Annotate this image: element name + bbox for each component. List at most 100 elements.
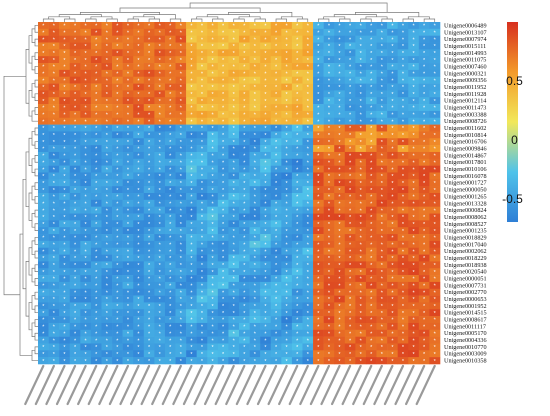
significance-marker: * bbox=[286, 147, 289, 153]
significance-marker: * bbox=[233, 119, 236, 125]
significance-marker: * bbox=[148, 147, 151, 153]
heatmap-cell bbox=[313, 131, 324, 139]
heatmap-cell bbox=[418, 35, 430, 43]
heatmap-cell bbox=[344, 172, 356, 180]
significance-marker: * bbox=[42, 85, 45, 91]
significance-marker: * bbox=[264, 30, 267, 36]
column-dendrogram bbox=[42, 2, 436, 22]
heatmap-cell bbox=[418, 117, 430, 125]
column-label bbox=[341, 364, 362, 406]
heatmap-cell bbox=[281, 172, 293, 180]
column-label bbox=[204, 364, 225, 406]
significance-marker: * bbox=[42, 188, 45, 194]
heatmap-cell bbox=[418, 138, 430, 146]
heatmap-cell bbox=[376, 220, 388, 228]
significance-marker: * bbox=[254, 58, 257, 64]
significance-marker: * bbox=[328, 37, 331, 43]
heatmap-cell bbox=[69, 165, 81, 173]
significance-marker: * bbox=[211, 92, 214, 98]
significance-marker: * bbox=[190, 65, 193, 71]
heatmap-cell bbox=[313, 110, 324, 119]
column-label bbox=[119, 364, 140, 406]
dendrogram-branch bbox=[3, 75, 26, 296]
significance-marker: * bbox=[360, 99, 363, 105]
heatmap-cell bbox=[418, 186, 430, 194]
heatmap-cell bbox=[154, 172, 166, 180]
significance-marker: * bbox=[85, 133, 88, 139]
significance-marker: * bbox=[296, 85, 299, 91]
heatmap-cell bbox=[101, 35, 113, 43]
heatmap-cell bbox=[418, 213, 430, 221]
heatmap-cell bbox=[112, 69, 123, 78]
significance-marker: * bbox=[233, 154, 236, 160]
significance-marker: * bbox=[74, 85, 77, 91]
heatmap-cell bbox=[196, 28, 208, 36]
significance-marker: * bbox=[211, 188, 214, 194]
heatmap-cell bbox=[291, 76, 303, 84]
heatmap-cell bbox=[397, 179, 409, 187]
dendrogram-branch bbox=[296, 18, 309, 22]
significance-marker: * bbox=[106, 126, 109, 132]
heatmap-cell bbox=[239, 97, 250, 105]
significance-marker: * bbox=[180, 229, 183, 235]
significance-marker: * bbox=[370, 85, 373, 91]
heatmap-cell bbox=[175, 117, 187, 125]
heatmap-cell bbox=[80, 56, 92, 64]
heatmap-cell bbox=[249, 131, 261, 139]
significance-marker: * bbox=[42, 37, 45, 43]
significance-marker: * bbox=[63, 215, 66, 221]
heatmap-cell bbox=[207, 63, 219, 71]
heatmap-cell bbox=[207, 56, 219, 64]
significance-marker: * bbox=[137, 215, 140, 221]
heatmap-cell bbox=[313, 172, 324, 180]
significance-marker: * bbox=[286, 181, 289, 187]
heatmap-cell bbox=[270, 22, 282, 30]
heatmap-cell bbox=[38, 117, 49, 125]
significance-marker: * bbox=[254, 222, 257, 228]
heatmap-cell bbox=[302, 234, 314, 242]
heatmap-cell bbox=[249, 49, 261, 57]
significance-marker: * bbox=[74, 208, 77, 214]
significance-marker: * bbox=[180, 119, 183, 125]
significance-marker: * bbox=[275, 195, 278, 201]
significance-marker: * bbox=[370, 188, 373, 194]
significance-marker: * bbox=[423, 92, 426, 98]
significance-marker: * bbox=[85, 195, 88, 201]
significance-marker: * bbox=[381, 65, 384, 71]
significance-marker: * bbox=[180, 72, 183, 78]
significance-marker: * bbox=[53, 92, 56, 98]
heatmap-cell bbox=[228, 117, 240, 125]
heatmap-cell bbox=[90, 76, 102, 84]
heatmap-cell bbox=[69, 42, 81, 50]
significance-marker: * bbox=[349, 85, 352, 91]
significance-marker: * bbox=[402, 208, 405, 214]
significance-marker: * bbox=[434, 119, 437, 125]
heatmap-cell bbox=[323, 117, 335, 125]
significance-marker: * bbox=[85, 30, 88, 36]
heatmap-cell bbox=[112, 234, 123, 242]
dendrogram-branch bbox=[233, 18, 245, 22]
heatmap-cell bbox=[80, 35, 92, 43]
column-label bbox=[256, 364, 278, 406]
heatmap-cell bbox=[344, 28, 356, 36]
heatmap-cell bbox=[260, 90, 272, 98]
heatmap-cell bbox=[365, 35, 377, 43]
heatmap-cell bbox=[344, 90, 356, 98]
heatmap-cell bbox=[112, 28, 123, 36]
heatmap-cell bbox=[69, 193, 81, 201]
heatmap-cell bbox=[154, 227, 166, 235]
significance-marker: * bbox=[391, 85, 394, 91]
heatmap-cell bbox=[69, 56, 81, 64]
heatmap-cell bbox=[429, 22, 441, 30]
heatmap-cell bbox=[143, 186, 155, 194]
significance-marker: * bbox=[106, 85, 109, 91]
heatmap-cell bbox=[186, 193, 197, 201]
heatmap-cell bbox=[239, 56, 250, 64]
heatmap-cell bbox=[90, 172, 102, 180]
heatmap-cell bbox=[59, 186, 71, 194]
significance-marker: * bbox=[349, 106, 352, 112]
significance-marker: * bbox=[264, 51, 267, 57]
significance-marker: * bbox=[116, 65, 119, 71]
heatmap-cell bbox=[323, 110, 335, 119]
